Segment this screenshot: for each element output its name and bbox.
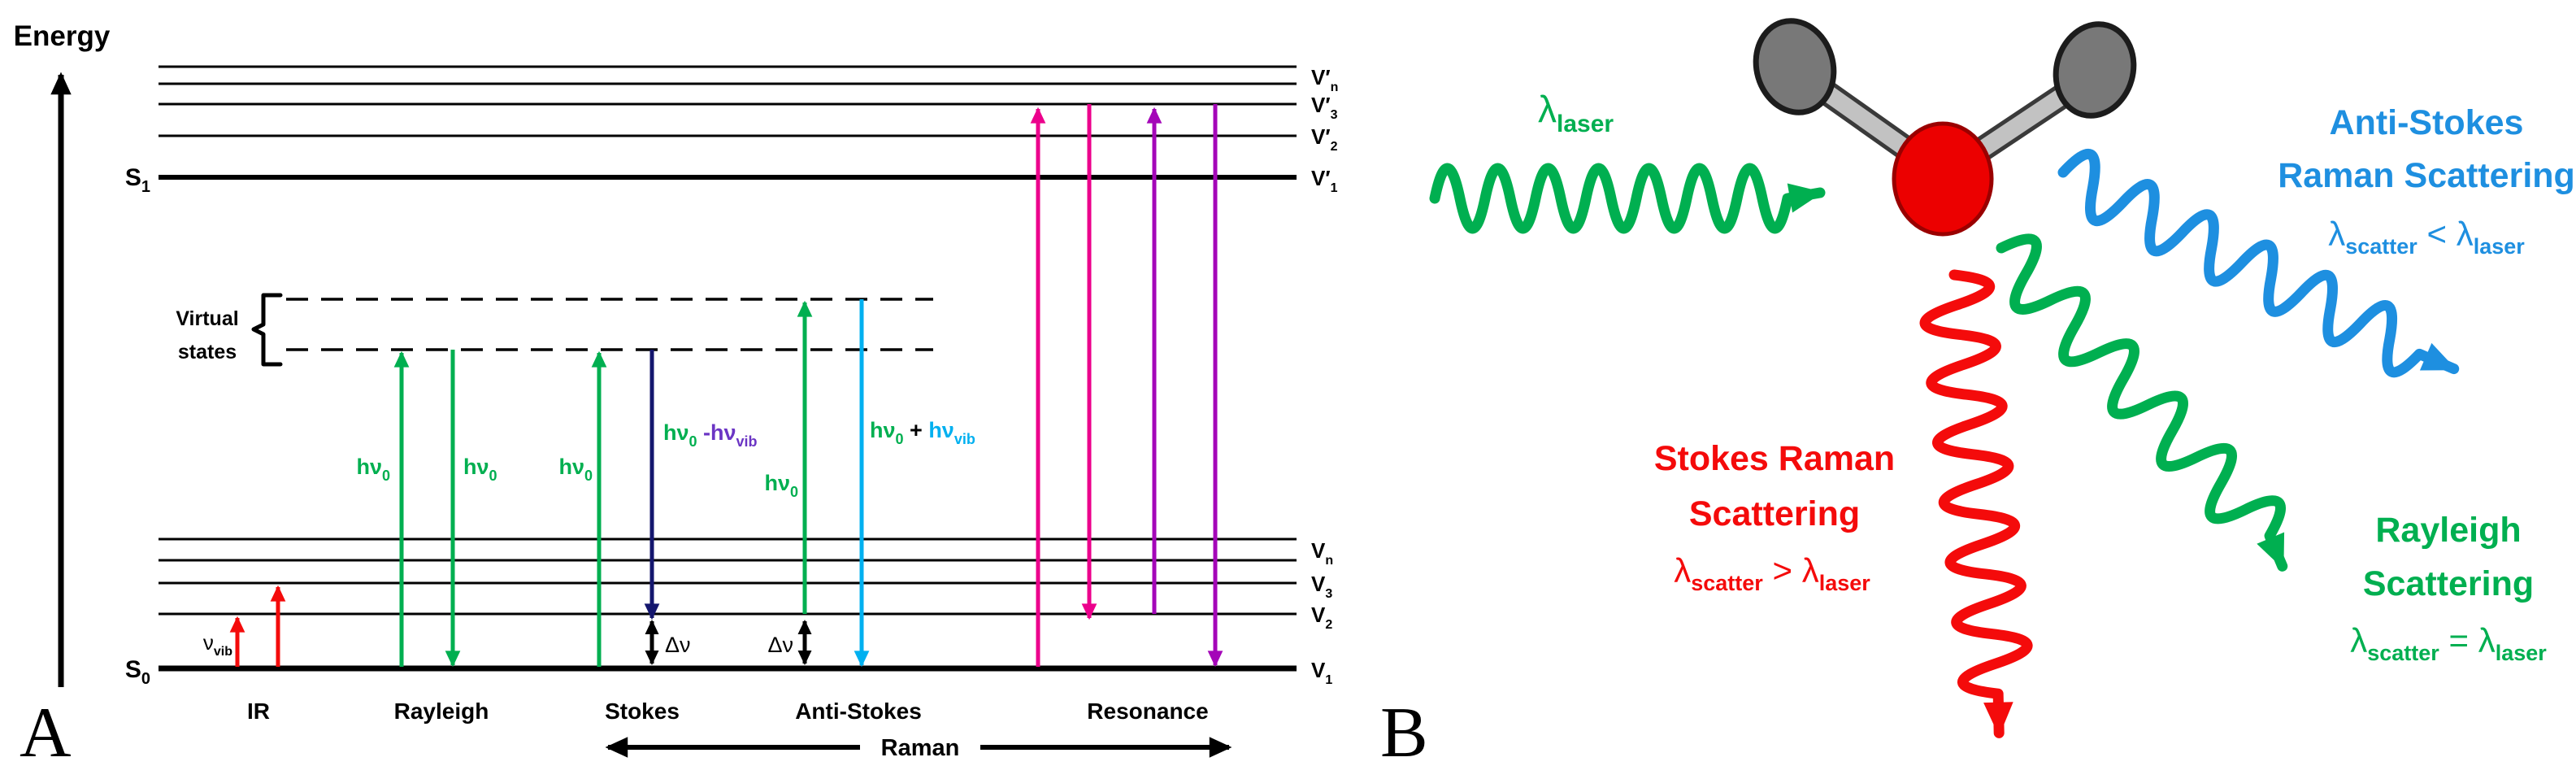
water-molecule — [1753, 18, 2137, 237]
stokes-photon-formula: hν0 -hνvib — [663, 420, 758, 450]
resonance-transitions: Resonance — [1030, 104, 1223, 724]
label-vp1: V′1 — [1311, 166, 1338, 195]
label-vp3: V′3 — [1311, 93, 1338, 122]
stokes-wave-arrow — [1919, 269, 2033, 738]
rayleigh-wavelength-formula: λscatter = λlaser — [2350, 621, 2547, 665]
hydrogen-atom-right — [2053, 21, 2137, 119]
panel-b-label: B — [1380, 694, 1428, 772]
hydrogen-atom-left — [1753, 18, 1837, 115]
upper-energy-levels — [159, 65, 1297, 180]
delta-nu-label-2: Δν — [767, 633, 793, 657]
anti-stokes-process-label: Anti-Stokes — [795, 698, 922, 724]
rayleigh-title-line1: Rayleigh — [2375, 511, 2521, 550]
panel-a-energy-diagram: Energy S1 V′n V′3 V′2 V′1 Virtual states — [14, 20, 1339, 772]
anti-stokes-wave-arrow — [2057, 148, 2460, 378]
ir-process-label: IR — [247, 698, 270, 724]
virtual-states-label-line2: states — [178, 341, 237, 363]
hnu0-label-2: hν0 — [463, 455, 497, 484]
stokes-title-line1: Stokes Raman — [1654, 439, 1895, 478]
virtual-states: Virtual states — [176, 293, 933, 367]
anti-stokes-scattering: Anti-Stokes Raman Scattering λscatter < … — [2057, 103, 2575, 378]
anti-stokes-title-line1: Anti-Stokes — [2330, 103, 2524, 142]
ir-transitions: νvib IR — [203, 585, 286, 724]
resonance-process-label: Resonance — [1087, 698, 1208, 724]
s0-state-label: S0 — [125, 656, 150, 688]
anti-stokes-transitions: hν0 hν0 + hνvib Δν Anti-Stokes — [764, 299, 975, 724]
energy-axis-label: Energy — [14, 20, 111, 52]
delta-nu-label-1: Δν — [665, 633, 691, 657]
upper-level-labels: V′n V′3 V′2 V′1 — [1311, 65, 1338, 195]
hnu0-label-3: hν0 — [558, 455, 593, 484]
anti-stokes-photon-formula: hν0 + hνvib — [870, 418, 975, 447]
virtual-states-label-line1: Virtual — [176, 307, 238, 330]
label-vpn: V′n — [1311, 65, 1338, 94]
nu-vib-label: νvib — [203, 630, 232, 659]
label-vp2: V′2 — [1311, 124, 1338, 154]
lambda-laser-label: λlaser — [1538, 88, 1614, 137]
rayleigh-wave-arrow — [1996, 233, 2288, 572]
stokes-title-line2: Scattering — [1689, 494, 1860, 533]
panel-a-label: A — [20, 694, 72, 772]
rayleigh-scattering: Rayleigh Scattering λscatter = λlaser — [1996, 233, 2547, 665]
stokes-transitions: hν0 hν0 -hνvib Δν Stokes — [558, 350, 758, 724]
incident-laser-wave: λlaser — [1429, 88, 1826, 234]
label-v1: V1 — [1311, 658, 1332, 687]
label-v2: V2 — [1311, 603, 1332, 632]
lower-energy-levels — [159, 537, 1297, 672]
s1-state-label: S1 — [125, 164, 150, 196]
lower-level-labels: Vn V3 V2 V1 — [1311, 538, 1333, 687]
raman-range-label: Raman — [881, 735, 960, 761]
rayleigh-process-label: Rayleigh — [394, 698, 489, 724]
stokes-process-label: Stokes — [605, 698, 680, 724]
virtual-states-brace — [251, 293, 283, 367]
laser-wave-arrow — [1429, 163, 1826, 234]
hnu0-label-1: hν0 — [356, 455, 390, 484]
oxygen-atom — [1892, 121, 1994, 237]
raman-range: Raman — [605, 735, 1232, 761]
panel-b-scattering-diagram: B λlaser Anti-Stokes Raman Scattering λs… — [1380, 18, 2575, 772]
stokes-scattering: Stokes Raman Scattering λscatter > λlase… — [1654, 269, 2033, 738]
rayleigh-title-line2: Scattering — [2363, 564, 2534, 603]
anti-stokes-title-line2: Raman Scattering — [2278, 156, 2575, 195]
label-vn: Vn — [1311, 538, 1333, 568]
label-v3: V3 — [1311, 572, 1332, 601]
hnu0-label-4: hν0 — [764, 471, 798, 500]
rayleigh-transitions: hν0 hν0 Rayleigh — [356, 350, 497, 724]
anti-stokes-wavelength-formula: λscatter < λlaser — [2328, 215, 2525, 259]
stokes-wavelength-formula: λscatter > λlaser — [1674, 551, 1870, 595]
